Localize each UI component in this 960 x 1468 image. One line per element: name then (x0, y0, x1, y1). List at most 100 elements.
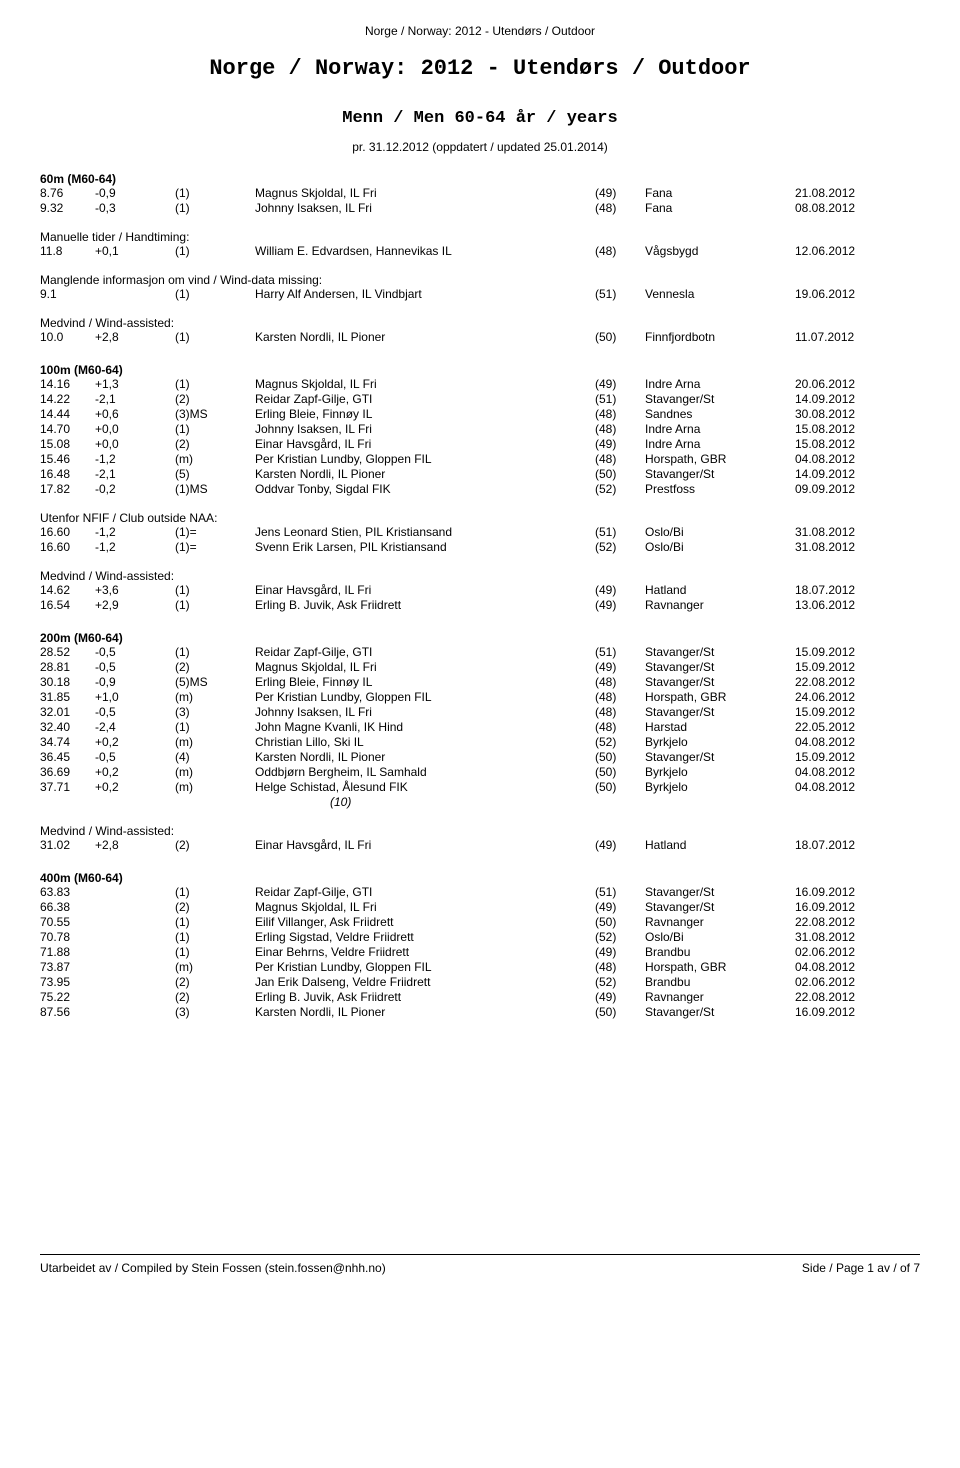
rank-value: (1) (175, 186, 255, 201)
rank-value: (2) (175, 437, 255, 452)
result-row: 16.54+2,9(1)Erling B. Juvik, Ask Friidre… (40, 598, 920, 613)
location: Hatland (645, 838, 795, 853)
wind-value: +2,8 (95, 330, 175, 345)
footer-left: Utarbeidet av / Compiled by Stein Fossen… (40, 1261, 386, 1275)
event-header: 60m (M60-64) (40, 172, 920, 186)
rank-value: (2) (175, 660, 255, 675)
section-spacer (40, 853, 920, 867)
date: 20.06.2012 (795, 377, 885, 392)
section-spacer (40, 345, 920, 359)
location: Stavanger/St (645, 885, 795, 900)
rank-value: (m) (175, 780, 255, 795)
result-row: 32.01-0,5(3)Johnny Isaksen, IL Fri(48)St… (40, 705, 920, 720)
wind-value: +2,8 (95, 838, 175, 853)
wind-value: -0,2 (95, 482, 175, 497)
birth-year: (50) (595, 915, 645, 930)
date: 15.09.2012 (795, 705, 885, 720)
location: Stavanger/St (645, 750, 795, 765)
section-note: Manuelle tider / Handtiming: (40, 230, 920, 244)
results-content: 60m (M60-64)8.76-0,9(1)Magnus Skjoldal, … (40, 172, 920, 1034)
section-note: Medvind / Wind-assisted: (40, 824, 920, 838)
athlete-name: Magnus Skjoldal, IL Fri (255, 900, 595, 915)
birth-year: (48) (595, 720, 645, 735)
result-value: 14.70 (40, 422, 95, 437)
rank-value: (2) (175, 392, 255, 407)
location: Stavanger/St (645, 392, 795, 407)
result-row: 15.08+0,0(2)Einar Havsgård, IL Fri(49)In… (40, 437, 920, 452)
wind-value (95, 287, 175, 302)
athlete-name: Erling Bleie, Finnøy IL (255, 407, 595, 422)
wind-value: -0,9 (95, 186, 175, 201)
result-row: 14.70+0,0(1)Johnny Isaksen, IL Fri(48)In… (40, 422, 920, 437)
location: Ravnanger (645, 915, 795, 930)
date: 30.08.2012 (795, 407, 885, 422)
rank-value: (m) (175, 735, 255, 750)
location: Vågsbygd (645, 244, 795, 259)
result-value: 16.54 (40, 598, 95, 613)
birth-year: (48) (595, 690, 645, 705)
athlete-name: John Magne Kvanli, IK Hind (255, 720, 595, 735)
result-row: 73.95(2)Jan Erik Dalseng, Veldre Friidre… (40, 975, 920, 990)
result-row: 10.0+2,8(1)Karsten Nordli, IL Pioner(50)… (40, 330, 920, 345)
date: 02.06.2012 (795, 945, 885, 960)
footer-right: Side / Page 1 av / of 7 (802, 1261, 920, 1275)
result-value: 14.22 (40, 392, 95, 407)
wind-value: -1,2 (95, 452, 175, 467)
result-row: 66.38(2)Magnus Skjoldal, IL Fri(49)Stava… (40, 900, 920, 915)
location: Byrkjelo (645, 735, 795, 750)
result-value: 75.22 (40, 990, 95, 1005)
result-row: 71.88(1)Einar Behrns, Veldre Friidrett(4… (40, 945, 920, 960)
result-value: 32.01 (40, 705, 95, 720)
location: Stavanger/St (645, 1005, 795, 1020)
location: Byrkjelo (645, 780, 795, 795)
result-value: 11.8 (40, 244, 95, 259)
result-row: 9.1(1)Harry Alf Andersen, IL Vindbjart(5… (40, 287, 920, 302)
date: 04.08.2012 (795, 452, 885, 467)
location: Byrkjelo (645, 765, 795, 780)
birth-year: (48) (595, 675, 645, 690)
result-value: 16.48 (40, 467, 95, 482)
result-value: 70.55 (40, 915, 95, 930)
athlete-name: Christian Lillo, Ski IL (255, 735, 595, 750)
rank-value: (2) (175, 838, 255, 853)
result-value: 70.78 (40, 930, 95, 945)
rank-value: (1) (175, 720, 255, 735)
date: 19.06.2012 (795, 287, 885, 302)
rank-value: (1) (175, 885, 255, 900)
result-value: 66.38 (40, 900, 95, 915)
athlete-name: Reidar Zapf-Gilje, GTI (255, 885, 595, 900)
count-value: (10) (330, 795, 351, 810)
result-row: 31.02+2,8(2)Einar Havsgård, IL Fri(49)Ha… (40, 838, 920, 853)
result-row: 87.56(3)Karsten Nordli, IL Pioner(50)Sta… (40, 1005, 920, 1020)
athlete-name: Karsten Nordli, IL Pioner (255, 750, 595, 765)
location: Indre Arna (645, 377, 795, 392)
location: Horspath, GBR (645, 960, 795, 975)
location: Indre Arna (645, 437, 795, 452)
location: Indre Arna (645, 422, 795, 437)
result-value: 63.83 (40, 885, 95, 900)
athlete-name: Einar Havsgård, IL Fri (255, 437, 595, 452)
result-value: 14.62 (40, 583, 95, 598)
birth-year: (48) (595, 422, 645, 437)
result-value: 28.81 (40, 660, 95, 675)
rank-value: (1) (175, 377, 255, 392)
birth-year: (48) (595, 452, 645, 467)
result-value: 9.32 (40, 201, 95, 216)
date: 14.09.2012 (795, 467, 885, 482)
section-note: Utenfor NFIF / Club outside NAA: (40, 511, 920, 525)
location: Fana (645, 201, 795, 216)
date: 31.08.2012 (795, 525, 885, 540)
result-value: 17.82 (40, 482, 95, 497)
athlete-name: Per Kristian Lundby, Gloppen FIL (255, 960, 595, 975)
rank-value: (1) (175, 945, 255, 960)
rank-value: (5)MS (175, 675, 255, 690)
location: Vennesla (645, 287, 795, 302)
section-spacer (40, 810, 920, 824)
wind-value: +1,0 (95, 690, 175, 705)
wind-value: -0,5 (95, 705, 175, 720)
wind-value: -0,5 (95, 645, 175, 660)
rank-value: (2) (175, 990, 255, 1005)
wind-value (95, 885, 175, 900)
location: Hatland (645, 583, 795, 598)
event-header: 100m (M60-64) (40, 363, 920, 377)
